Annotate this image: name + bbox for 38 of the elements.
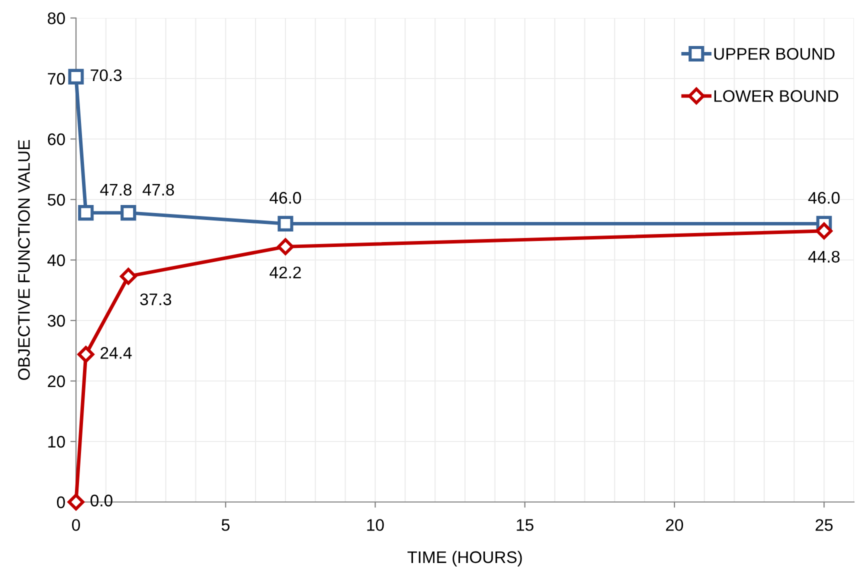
point: [120, 268, 137, 285]
x-tick-label: 15: [516, 519, 534, 531]
y-tick-label: 30: [48, 314, 65, 327]
x-tick-label: 25: [816, 519, 833, 531]
y-tick-label: 0: [56, 496, 65, 508]
legend-label: UPPER BOUND: [714, 48, 835, 60]
point: [816, 222, 832, 240]
x-axis-title: TIME (HOURS): [408, 550, 522, 566]
point: [120, 205, 136, 221]
y-tick-label: 40: [47, 254, 65, 266]
data-label: 46.0: [808, 192, 840, 204]
x-tick-label: 20: [666, 519, 684, 531]
legend-label: LOWER BOUND: [714, 90, 838, 102]
data-label: 37.3: [140, 293, 172, 306]
point: [278, 216, 294, 232]
y-tick-label: 80: [48, 12, 65, 24]
data-label: 42.2: [270, 266, 301, 278]
point: [78, 205, 94, 221]
data-label: 46.0: [270, 192, 302, 204]
x-tick-label: 10: [367, 519, 384, 531]
x-tick-label: 5: [222, 519, 230, 531]
y-tick-label: 60: [48, 133, 65, 146]
data-label: 47.8: [142, 184, 174, 196]
point: [277, 238, 294, 256]
data-label: 47.8: [100, 184, 132, 196]
x-tick-label: 0: [72, 519, 80, 531]
data-label: 44.8: [808, 250, 840, 263]
y-tick-label: 50: [48, 194, 65, 206]
point: [68, 68, 84, 84]
data-label: 70.3: [90, 69, 122, 82]
point: [77, 346, 94, 363]
y-tick-label: 10: [48, 436, 65, 448]
y-axis-title: OBJECTIVE FUNCTION VALUE: [18, 140, 30, 380]
data-label: 24.4: [100, 347, 132, 359]
data-label: 0.0: [90, 494, 112, 506]
y-tick-label: 70: [48, 72, 65, 85]
y-tick-label: 20: [48, 375, 65, 388]
point: [68, 494, 84, 510]
